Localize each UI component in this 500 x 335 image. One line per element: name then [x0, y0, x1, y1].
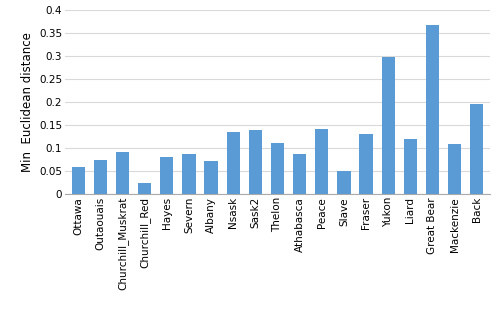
Bar: [448, 144, 461, 194]
Bar: [293, 154, 306, 194]
Bar: [160, 156, 173, 194]
Bar: [116, 152, 129, 194]
Bar: [94, 160, 107, 194]
Bar: [248, 130, 262, 194]
Y-axis label: Min  Euclidean distance: Min Euclidean distance: [20, 32, 34, 172]
Bar: [338, 171, 350, 194]
Bar: [315, 129, 328, 194]
Bar: [271, 143, 284, 194]
Bar: [226, 132, 240, 194]
Bar: [404, 139, 417, 194]
Bar: [182, 154, 196, 194]
Bar: [470, 105, 484, 194]
Bar: [382, 58, 395, 194]
Bar: [360, 134, 372, 194]
Bar: [204, 161, 218, 194]
Bar: [426, 25, 439, 194]
Bar: [72, 167, 85, 194]
Bar: [138, 183, 151, 194]
